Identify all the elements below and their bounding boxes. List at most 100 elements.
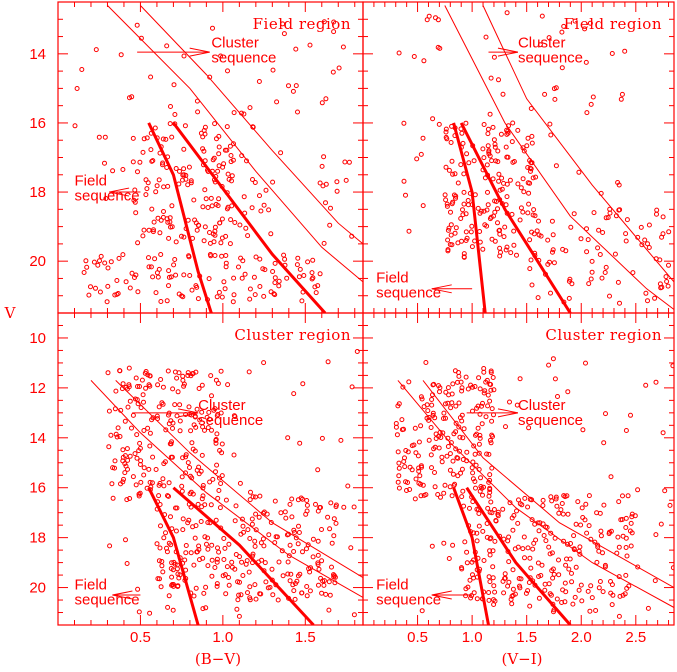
star-point xyxy=(480,146,486,152)
star-point xyxy=(236,613,242,619)
star-point xyxy=(526,190,532,196)
star-point xyxy=(182,123,188,129)
star-point xyxy=(548,494,554,500)
star-point xyxy=(483,414,489,420)
star-point xyxy=(106,444,112,450)
star-point xyxy=(443,415,448,421)
star-point xyxy=(304,593,310,599)
star-point xyxy=(244,558,250,564)
star-point xyxy=(624,553,630,559)
star-point xyxy=(169,454,175,460)
star-point xyxy=(635,487,641,493)
star-point xyxy=(231,452,237,458)
star-point xyxy=(401,178,407,184)
star-point xyxy=(598,533,604,539)
star-point xyxy=(597,510,603,516)
star-point xyxy=(247,105,253,111)
star-point xyxy=(123,463,129,469)
star-point xyxy=(223,253,229,258)
star-point xyxy=(420,135,426,141)
star-point xyxy=(319,590,325,596)
star-point xyxy=(154,541,160,547)
star-point xyxy=(657,257,663,263)
star-point xyxy=(582,26,588,32)
star-point xyxy=(484,207,490,213)
star-point xyxy=(495,509,501,515)
star-point xyxy=(205,520,211,525)
star-point xyxy=(157,230,163,236)
star-point xyxy=(238,531,244,537)
star-point xyxy=(418,493,424,499)
star-point xyxy=(176,575,182,581)
star-point xyxy=(252,292,258,298)
star-point xyxy=(323,200,328,206)
star-point xyxy=(202,187,208,193)
star-point xyxy=(445,237,451,243)
star-point xyxy=(228,159,234,165)
star-point xyxy=(340,44,346,50)
star-point xyxy=(510,567,516,573)
star-point xyxy=(217,220,223,226)
star-point xyxy=(157,545,163,551)
y-tick-label: 14 xyxy=(29,430,46,447)
star-point xyxy=(559,29,565,35)
star-point xyxy=(567,276,573,282)
star-point xyxy=(500,91,506,97)
star-point xyxy=(593,608,599,613)
star-point xyxy=(219,253,225,259)
star-point xyxy=(536,232,542,238)
star-point xyxy=(450,471,456,477)
star-point xyxy=(448,405,454,411)
star-point xyxy=(212,565,218,570)
star-point xyxy=(345,483,351,489)
star-point xyxy=(271,291,277,297)
x-tick-label: 2.5 xyxy=(625,629,646,646)
star-point xyxy=(441,490,447,496)
star-point xyxy=(250,177,255,182)
star-point xyxy=(412,425,418,431)
star-point xyxy=(252,538,258,544)
y-axis-title: V xyxy=(4,304,17,322)
star-point xyxy=(487,489,493,495)
star-point xyxy=(236,264,241,270)
star-point xyxy=(199,504,205,510)
star-point xyxy=(140,149,146,155)
star-point xyxy=(296,274,302,280)
sequence-line-1 xyxy=(465,486,572,625)
star-point xyxy=(200,146,206,152)
star-point xyxy=(181,381,187,387)
star-point xyxy=(290,582,296,588)
star-point xyxy=(563,589,569,595)
star-point xyxy=(404,488,409,493)
star-point xyxy=(272,260,278,266)
star-point xyxy=(433,431,439,437)
star-point xyxy=(144,135,150,141)
star-point xyxy=(623,545,629,550)
star-point xyxy=(433,436,439,441)
star-point xyxy=(491,213,496,219)
star-point xyxy=(321,240,327,246)
star-point xyxy=(181,146,187,152)
star-point xyxy=(528,106,534,111)
star-point xyxy=(269,566,275,572)
star-point xyxy=(165,219,171,225)
star-point xyxy=(607,206,613,212)
star-point xyxy=(135,289,141,295)
star-point xyxy=(491,54,497,60)
star-point xyxy=(191,197,197,203)
star-point xyxy=(336,65,342,71)
y-tick-label: 18 xyxy=(29,530,46,547)
star-point xyxy=(520,546,526,552)
star-point xyxy=(240,258,246,264)
star-point xyxy=(161,461,167,467)
star-point xyxy=(165,368,171,374)
star-point xyxy=(395,479,401,485)
star-point xyxy=(517,376,523,382)
star-point xyxy=(445,385,451,391)
star-point xyxy=(529,497,535,503)
star-point xyxy=(299,590,305,596)
star-point xyxy=(190,446,196,452)
star-point xyxy=(183,543,189,548)
star-point xyxy=(418,151,424,157)
